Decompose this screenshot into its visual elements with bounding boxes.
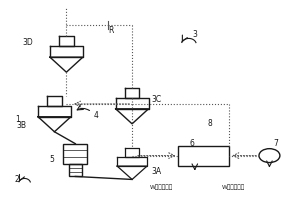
Text: 2: 2 bbox=[15, 175, 20, 184]
Bar bbox=[63, 144, 87, 164]
Text: 1: 1 bbox=[15, 115, 20, 124]
Text: R: R bbox=[109, 26, 114, 35]
Text: 3A: 3A bbox=[151, 167, 161, 176]
Text: W（干燥前）: W（干燥前） bbox=[222, 185, 245, 190]
Text: 3: 3 bbox=[192, 30, 197, 39]
Text: 3C: 3C bbox=[151, 95, 161, 104]
Text: 8: 8 bbox=[207, 119, 212, 128]
Text: 4: 4 bbox=[94, 111, 99, 120]
Text: 5: 5 bbox=[49, 155, 54, 164]
Text: 3B: 3B bbox=[16, 121, 27, 130]
Bar bbox=[69, 164, 82, 176]
Text: W（干燥后）: W（干燥后） bbox=[150, 185, 173, 190]
Bar bbox=[178, 146, 229, 166]
Text: 3D: 3D bbox=[22, 38, 33, 47]
Text: 6: 6 bbox=[189, 139, 194, 148]
Text: 7: 7 bbox=[273, 139, 278, 148]
